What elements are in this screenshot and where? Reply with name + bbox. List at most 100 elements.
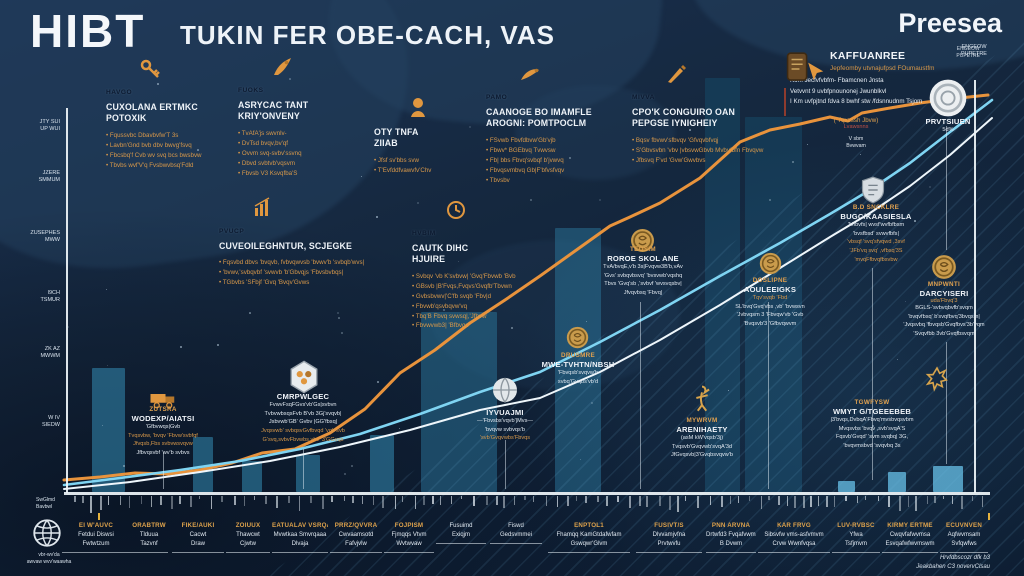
star-dot — [399, 428, 401, 430]
chart-bar — [242, 461, 262, 492]
timeline-label: PNN ARVNA — [711, 522, 751, 529]
timeline-line: Cjwtw — [240, 541, 256, 547]
milestone-tag: ZUTSRA — [149, 406, 177, 413]
axis-minor-mark — [210, 496, 213, 509]
timeline-label: KAR FRVG — [777, 522, 811, 529]
column-bullet: Gvbsbvwv|'C'fb svqb 'Fbv|d — [412, 292, 530, 302]
column-bullet: Fbvwvwb3| 'Bfbvqs — [412, 321, 530, 331]
axis-minor-mark — [915, 496, 917, 512]
column-bullet: GBsvb |B'Fvqs,Fvqvs'Gvqfb'Tbvwn — [412, 282, 530, 292]
axis-minor-mark — [567, 496, 569, 506]
column-bullet: Fbvwb'qsvbqvw'vq — [412, 302, 530, 312]
timeline-label: LUV-RVBSC — [837, 522, 875, 529]
milestone-title: ROROE SKOL ANE — [607, 254, 679, 263]
timeline-line: Dlvvamjvfna — [652, 532, 686, 538]
y-axis-left — [66, 108, 68, 493]
milestone-line: 'svb'Gvqvwbs'Fbvqs — [479, 435, 531, 442]
footnote-line: Jeakbahen C3 novervClsau — [916, 564, 990, 571]
panel-subtitle: Jepfeomby utvnajufpsd FOumaustfm — [830, 65, 935, 72]
axis-minor-mark — [432, 496, 434, 504]
star-dot — [469, 126, 471, 128]
annotation-line: Bvwvam — [846, 143, 866, 150]
column-bullet: Fbvsb V3 Ksvqfba'S — [238, 169, 350, 179]
axis-minor-mark — [760, 496, 763, 509]
timeline-group: PRRZ/QVVRA Cwvaamsotd Fafvjvlw — [330, 522, 382, 553]
column-bullet: Fqussvbc Dbavbvfw'T 3s — [106, 131, 224, 141]
chart-bar — [92, 368, 125, 492]
coin-icon — [628, 226, 657, 260]
timeline-line: Fetdui Diswsi — [78, 532, 114, 538]
timeline-line: Mvwtkaa Smvrqaaa — [273, 532, 327, 538]
star-dot — [511, 327, 514, 330]
milestone-title: AOULEEIGKS — [743, 285, 797, 294]
axis-minor-mark — [768, 496, 770, 501]
milestone-line: Fqsvb'Gvqd' 'svm svqbq| 3G, — [835, 434, 909, 441]
milestone-tag: DRUSMRE — [561, 352, 595, 359]
axis-minor-mark — [677, 496, 679, 513]
column-bullet: Fbvqsvmbvq Gb|F'bfvsfvqv — [486, 166, 626, 176]
milestone-line: 'mvqFfbvqfbsvbw — [854, 256, 898, 263]
milestone: PRVTSIUEN 5d% — [913, 116, 983, 135]
column-bullet: Fbcsbq'f Cvb wv svq bcs bwsbvw — [106, 151, 224, 161]
axis-minor-mark — [899, 496, 901, 511]
peak-annotation: ( Tqxzssh Jbvw) Lvawsnns V sbm Bvwvam — [826, 117, 886, 151]
milestone-line: BGLS-'svbvqbvfb'svqm — [915, 305, 973, 311]
timeline-line: Draw — [190, 541, 205, 547]
column-bullet: Fbwv* BGEbvq Tvwvsw — [486, 146, 626, 156]
timeline-group: PNN ARVNA Drtwfd3 Fvqafvwma B Dvwm — [706, 522, 756, 553]
person-icon — [406, 95, 466, 124]
star-dot — [197, 149, 199, 151]
corner-note-line: SwGlmd — [36, 497, 55, 503]
column-bullet: Fqsvbd dbvs 'bvqvb, fvbvqwvsb 'bvwv'b 's… — [219, 258, 389, 268]
milestone: DRUSMRE MWE-TVHTN/NBSH 'Fbvqsb'svqvw'b svbq… — [524, 352, 632, 386]
milestone-tag: B.D SNCKLRE — [852, 204, 900, 211]
timeline-group: ENPTOL1 Fhamqq KamGtdafwfam Gswqwr'Glvm — [548, 522, 630, 553]
column-bullet: 'bvwv,'svbqvbf 'svwvb 'b'Gbvqjs 'Fbvsbvb… — [219, 268, 389, 278]
timeline-line: Fusuimd — [449, 523, 473, 529]
column-bullet: Lavbn'Gnd bvb dbv bwvg'fsvq — [106, 141, 224, 151]
annotation-line: Lvawsnns — [843, 124, 869, 130]
milestone-line: 'Gvs' svbqvbsvq' 'bvsvwb'vqshq — [603, 272, 683, 279]
star-dot — [586, 321, 587, 322]
star-dot — [591, 402, 594, 405]
axis-minor-mark — [729, 496, 732, 504]
star-dot — [180, 346, 182, 348]
brand-name: Preesea — [898, 8, 1002, 38]
milestone-line: 5d% — [942, 127, 954, 133]
logo-caption-line: awvaw wvv'waawha — [26, 559, 72, 565]
axis-minor-mark — [721, 496, 723, 507]
axis-minor-mark — [253, 496, 256, 501]
column-tag: HAVGO — [106, 89, 133, 96]
column-bullet: DvTsd bvqv,bv'qf — [238, 139, 350, 149]
star-dot — [67, 326, 70, 329]
column-tag: MIVVA — [632, 94, 655, 101]
timeline-line: Fjmqqs Vtvm — [391, 532, 427, 538]
axis-minor-mark — [864, 496, 867, 500]
milestone-line: G'svq,svbvFbvwbs,vbv' 3'GGvqs — [262, 436, 344, 443]
axis-minor-mark — [361, 496, 364, 504]
timeline-label: ECUVNVEN — [946, 522, 982, 529]
star-dot — [341, 332, 344, 335]
axis-minor-mark — [669, 496, 671, 510]
milestone-title: BUGC/KAASIESLA — [840, 212, 912, 221]
timeline-label: ORABTRW — [132, 522, 166, 529]
milestone-line: 'Mfbvfs| wvsf'wvfbfbsm — [847, 222, 905, 228]
star-dot — [897, 359, 898, 360]
star-dot — [157, 83, 159, 85]
info-column: PVUCP CUVEOILEGHNTUR, SCJEGKE Fqsvbd dbvs … — [219, 196, 389, 288]
axis-minor-mark — [414, 496, 416, 509]
timeline-line: Tsfjmvm — [845, 541, 867, 547]
axis-minor-mark — [951, 496, 954, 504]
star-dot — [289, 78, 291, 80]
milestone: TGWFYSW WMYT G/TGEEEBEB |3'bvqs,DvbqA'Fbvq… — [813, 399, 931, 451]
milestone-line: Jvqsvwb' svbqsvGvfbvqd 'vqb'svb — [261, 427, 345, 434]
timeline-line: Fafvjvlw — [345, 541, 367, 547]
axis-minor-mark — [496, 496, 498, 506]
logo-caption-line: vbr-wv'da — [38, 552, 60, 558]
globe-icon — [489, 374, 521, 411]
star-dot — [376, 216, 379, 219]
timeline-line: Thawcwt — [236, 532, 260, 538]
timeline-line: Gswqwr'Glvm — [570, 541, 608, 547]
column-bullet: Ovvm svq-svbv'ssvnq — [238, 149, 350, 159]
